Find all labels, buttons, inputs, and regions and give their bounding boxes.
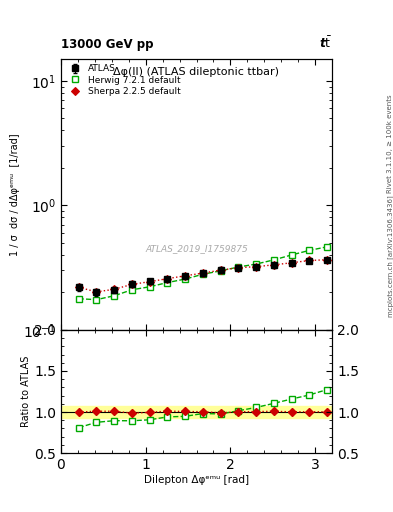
Sherpa 2.2.5 default (183, 273, 187, 279)
Y-axis label: 1 / σ  dσ / dΔφᵉᵐᵘ  [1/rad]: 1 / σ dσ / dΔφᵉᵐᵘ [1/rad] (10, 133, 20, 255)
Herwig 7.2.1 default (76, 295, 81, 302)
Herwig 7.2.1 default (94, 296, 99, 303)
Legend: ATLAS, Herwig 7.2.1 default, Sherpa 2.2.5 default: ATLAS, Herwig 7.2.1 default, Sherpa 2.2.… (64, 61, 184, 98)
Text: 13000 GeV pp: 13000 GeV pp (61, 38, 153, 51)
Sherpa 2.2.5 default (112, 286, 116, 292)
Herwig 7.2.1 default (183, 276, 187, 282)
Bar (61, 407, 332, 418)
Text: ATLAS_2019_I1759875: ATLAS_2019_I1759875 (145, 244, 248, 253)
Y-axis label: Ratio to ATLAS: Ratio to ATLAS (21, 356, 31, 427)
Text: Δφ(ll) (ATLAS dileptonic ttbar): Δφ(ll) (ATLAS dileptonic ttbar) (114, 67, 279, 77)
Sherpa 2.2.5 default (254, 264, 259, 270)
Sherpa 2.2.5 default (325, 257, 329, 263)
Herwig 7.2.1 default (147, 284, 152, 290)
Herwig 7.2.1 default (112, 293, 116, 299)
Line: Sherpa 2.2.5 default: Sherpa 2.2.5 default (76, 257, 330, 295)
Line: Herwig 7.2.1 default: Herwig 7.2.1 default (75, 244, 330, 303)
Herwig 7.2.1 default (236, 264, 241, 270)
X-axis label: Dilepton Δφᵉᵐᵘ [rad]: Dilepton Δφᵉᵐᵘ [rad] (144, 475, 249, 485)
Sherpa 2.2.5 default (200, 270, 205, 276)
Sherpa 2.2.5 default (147, 279, 152, 285)
Herwig 7.2.1 default (325, 244, 329, 250)
Text: t$\bar{\rm t}$: t$\bar{\rm t}$ (319, 36, 332, 51)
Text: Rivet 3.1.10, ≥ 100k events: Rivet 3.1.10, ≥ 100k events (387, 94, 393, 193)
Sherpa 2.2.5 default (76, 284, 81, 290)
Herwig 7.2.1 default (307, 247, 312, 253)
Sherpa 2.2.5 default (218, 267, 223, 273)
Herwig 7.2.1 default (289, 252, 294, 258)
Sherpa 2.2.5 default (165, 275, 170, 282)
Herwig 7.2.1 default (254, 261, 259, 267)
Herwig 7.2.1 default (200, 271, 205, 278)
Herwig 7.2.1 default (218, 268, 223, 274)
Text: mcplots.cern.ch [arXiv:1306.3436]: mcplots.cern.ch [arXiv:1306.3436] (387, 195, 393, 317)
Herwig 7.2.1 default (165, 280, 170, 286)
Herwig 7.2.1 default (130, 287, 134, 293)
Sherpa 2.2.5 default (289, 260, 294, 266)
Sherpa 2.2.5 default (272, 262, 276, 268)
Sherpa 2.2.5 default (94, 289, 99, 295)
Sherpa 2.2.5 default (236, 265, 241, 271)
Sherpa 2.2.5 default (307, 258, 312, 264)
Herwig 7.2.1 default (272, 257, 276, 263)
Sherpa 2.2.5 default (130, 281, 134, 287)
